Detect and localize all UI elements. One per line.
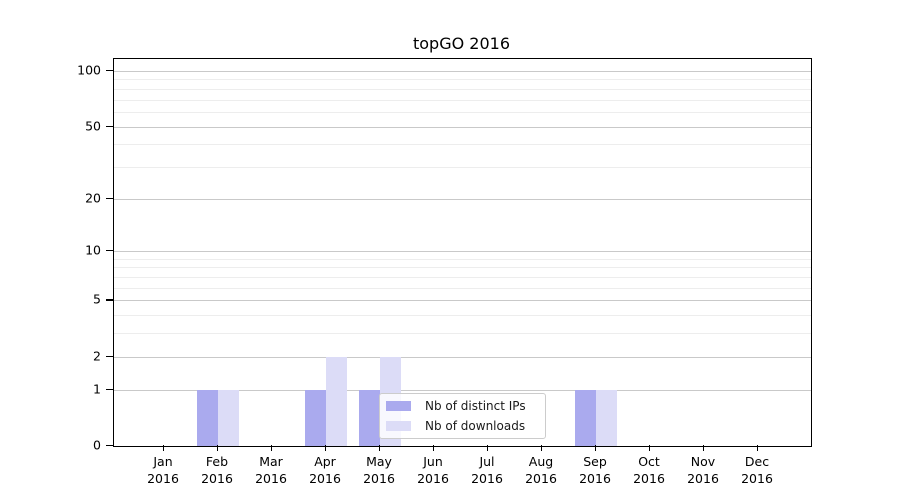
legend: Nb of distinct IPs Nb of downloads [379, 393, 546, 439]
x-tick-label: Oct 2016 [633, 454, 665, 486]
bar-nb-of-distinct-ips-may [359, 389, 380, 446]
x-tick-label: Sep 2016 [579, 454, 611, 486]
y-tick-mark [106, 197, 113, 199]
x-tick-label: Jul 2016 [471, 454, 503, 486]
x-tick-mark [703, 445, 705, 451]
y-tick-label: 100 [77, 62, 101, 78]
gridline-major [114, 300, 811, 302]
y-tick-mark [106, 70, 113, 72]
x-tick-label: Aug 2016 [525, 454, 557, 486]
gridline-major [114, 251, 811, 253]
x-tick-label: Feb 2016 [201, 454, 233, 486]
gridline-minor [114, 267, 811, 269]
y-tick-mark [106, 388, 113, 390]
bar-nb-of-downloads-feb [218, 389, 239, 446]
x-tick-label: Mar 2016 [255, 454, 287, 486]
y-tick-label: 5 [93, 291, 101, 307]
bar-nb-of-distinct-ips-feb [197, 389, 218, 446]
gridline-minor [114, 144, 811, 146]
gridline-major [114, 198, 811, 200]
gridline-minor [114, 315, 811, 317]
x-tick-label: Apr 2016 [309, 454, 341, 486]
x-tick-mark [217, 445, 219, 451]
y-tick-label: 20 [85, 190, 101, 206]
gridline-minor [114, 111, 811, 113]
gridline-minor [114, 258, 811, 260]
gridline-minor [114, 99, 811, 101]
x-tick-label: May 2016 [363, 454, 395, 486]
bar-nb-of-distinct-ips-apr [305, 389, 326, 446]
y-tick-mark [106, 299, 113, 301]
y-tick-label: 2 [93, 348, 101, 364]
x-tick-mark [649, 445, 651, 451]
gridline-major [114, 389, 811, 391]
x-tick-mark [433, 445, 435, 451]
legend-label: Nb of distinct IPs [425, 399, 526, 413]
x-tick-mark [163, 445, 165, 451]
y-tick-label: 50 [85, 118, 101, 133]
x-tick-mark [487, 445, 489, 451]
gridline-major [114, 71, 811, 72]
bar-nb-of-distinct-ips-sep [575, 389, 596, 446]
legend-swatch-icon [386, 421, 411, 431]
legend-row: Nb of distinct IPs [380, 396, 545, 416]
gridline-minor [114, 79, 811, 81]
legend-label: Nb of downloads [425, 419, 526, 433]
gridline-minor [114, 166, 811, 168]
y-tick-label: 10 [85, 242, 101, 258]
y-tick-mark [106, 125, 113, 127]
gridline-minor [114, 88, 811, 90]
legend-row: Nb of downloads [380, 416, 545, 436]
y-tick-mark [106, 445, 113, 447]
x-tick-mark [757, 445, 759, 451]
legend-swatch-icon [386, 401, 411, 411]
x-tick-mark [379, 445, 381, 451]
x-tick-mark [541, 445, 543, 451]
y-tick-mark [106, 355, 113, 357]
plot-area: Nb of distinct IPs Nb of downloads [113, 58, 812, 447]
gridline-minor [114, 287, 811, 289]
y-tick-mark [106, 250, 113, 252]
x-tick-label: Jun 2016 [417, 454, 449, 486]
bar-nb-of-downloads-apr [326, 356, 347, 446]
gridline-minor [114, 277, 811, 278]
bar-nb-of-downloads-sep [596, 389, 617, 446]
x-tick-mark [325, 445, 327, 451]
gridline-minor [114, 333, 811, 335]
y-tick-label: 0 [93, 437, 101, 453]
x-tick-label: Jan 2016 [147, 454, 179, 486]
x-tick-label: Nov 2016 [687, 454, 719, 486]
gridline-major [114, 356, 811, 358]
gridline-major [114, 126, 811, 128]
x-tick-label: Dec 2016 [741, 454, 773, 486]
x-tick-mark [595, 445, 597, 451]
x-tick-mark [271, 445, 273, 451]
chart-title: topGO 2016 [412, 34, 510, 53]
y-tick-label: 1 [93, 381, 101, 397]
